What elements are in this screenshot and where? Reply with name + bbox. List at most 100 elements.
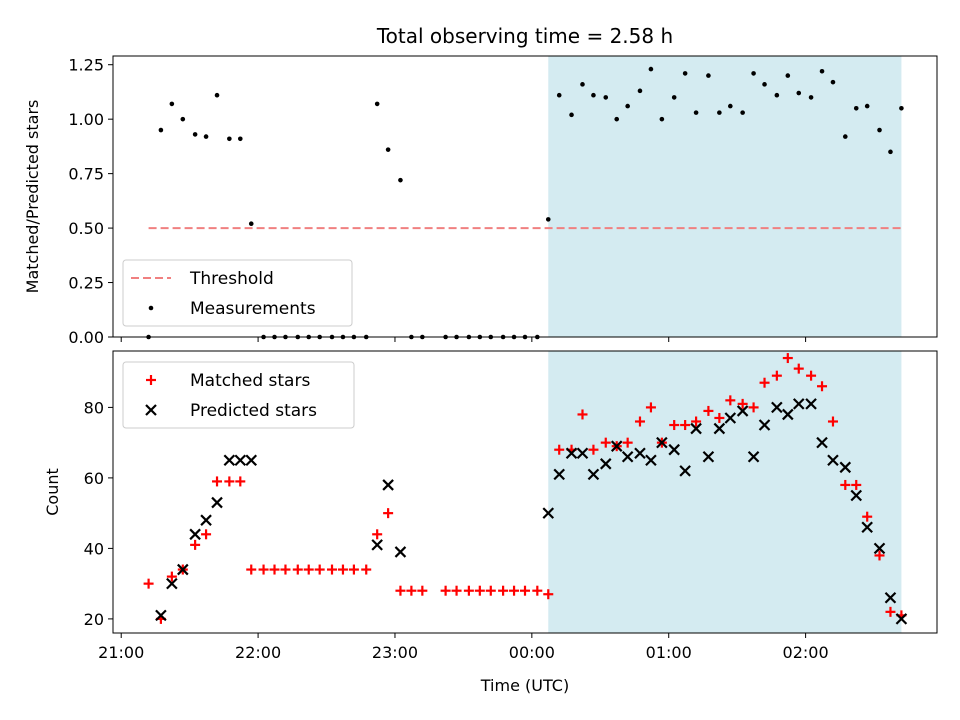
y-tick-label: 0.25 — [68, 274, 104, 293]
data-point — [545, 217, 551, 222]
data-point — [348, 564, 359, 575]
top-panel-shaded-span — [548, 56, 902, 337]
bottom-panel-y-axis-label: Count — [43, 468, 62, 516]
data-point — [417, 585, 428, 596]
data-point — [211, 496, 223, 509]
data-point — [680, 420, 691, 431]
y-tick-label: 1.25 — [68, 56, 104, 75]
data-point — [543, 589, 554, 600]
data-point — [542, 507, 555, 519]
data-point — [451, 585, 462, 596]
data-point — [713, 422, 726, 435]
data-point — [569, 112, 574, 118]
data-point — [656, 436, 668, 449]
legend-swatch — [145, 404, 157, 416]
data-point — [553, 468, 565, 481]
data-point — [808, 95, 814, 100]
data-point — [793, 363, 804, 374]
data-point — [862, 511, 873, 522]
data-point — [703, 405, 714, 416]
bottom-panel-frame — [112, 350, 938, 634]
data-point — [625, 103, 630, 109]
data-point — [610, 440, 623, 452]
data-point — [751, 71, 756, 76]
data-point — [190, 539, 201, 550]
data-point — [736, 405, 749, 417]
data-point — [169, 101, 175, 107]
y-tick-label: 40 — [84, 539, 104, 558]
data-point — [827, 454, 839, 467]
data-point — [166, 577, 178, 590]
data-point — [258, 564, 269, 575]
data-point — [706, 73, 711, 78]
data-point — [873, 542, 886, 555]
top-panel-y-axis-label: Matched/Predicted stars — [23, 100, 42, 294]
data-point — [851, 479, 862, 490]
data-point — [888, 149, 893, 155]
data-point — [234, 454, 247, 467]
data-point — [406, 585, 417, 596]
data-point — [774, 92, 780, 98]
x-tick-label: 01:00 — [646, 643, 692, 662]
data-point — [245, 454, 258, 467]
data-point — [177, 563, 189, 576]
data-point — [224, 476, 235, 487]
data-point — [361, 564, 372, 575]
data-point — [748, 402, 759, 413]
data-point — [819, 68, 825, 74]
data-point — [758, 419, 771, 431]
data-point — [682, 71, 688, 76]
data-point — [200, 514, 212, 526]
data-point — [669, 420, 680, 431]
data-point — [603, 95, 609, 100]
data-point — [668, 443, 680, 456]
data-point — [874, 550, 885, 561]
data-point — [671, 95, 677, 100]
data-point — [201, 529, 212, 540]
data-point — [248, 221, 254, 227]
legend-swatch — [148, 305, 154, 311]
data-point — [227, 136, 232, 142]
data-point — [714, 412, 725, 423]
data-point — [580, 82, 585, 87]
data-point — [235, 476, 246, 487]
data-point — [212, 476, 223, 487]
data-point — [158, 127, 164, 133]
top-panel-frame — [112, 55, 938, 338]
y-tick-label: 0.00 — [68, 328, 104, 347]
data-point — [203, 134, 209, 139]
data-point — [614, 116, 620, 122]
data-point — [588, 444, 599, 455]
data-point — [246, 564, 257, 575]
data-point — [877, 127, 882, 133]
legend-swatch — [146, 375, 156, 385]
data-point — [805, 398, 817, 410]
data-point — [885, 606, 896, 617]
data-point — [327, 564, 338, 575]
data-point — [648, 66, 654, 72]
data-point — [237, 136, 243, 142]
data-point — [634, 416, 645, 427]
data-point — [577, 409, 588, 420]
data-point — [394, 546, 407, 558]
top-panel-x-axis — [120, 337, 807, 342]
x-tick-label: 22:00 — [235, 643, 281, 662]
x-tick-label: 21:00 — [98, 643, 144, 662]
y-tick-label: 20 — [84, 610, 104, 629]
data-point — [724, 412, 737, 424]
data-point — [180, 116, 186, 122]
data-point — [759, 377, 770, 388]
data-point — [556, 92, 562, 98]
data-point — [372, 529, 383, 540]
bottom-panel-marks — [143, 353, 908, 625]
data-point — [645, 454, 657, 467]
data-point — [463, 585, 474, 596]
data-point — [192, 132, 198, 137]
data-point — [740, 110, 745, 115]
data-point — [693, 110, 699, 115]
data-point — [864, 103, 870, 109]
data-point — [725, 395, 736, 406]
data-point — [690, 422, 702, 435]
data-point — [214, 92, 220, 98]
